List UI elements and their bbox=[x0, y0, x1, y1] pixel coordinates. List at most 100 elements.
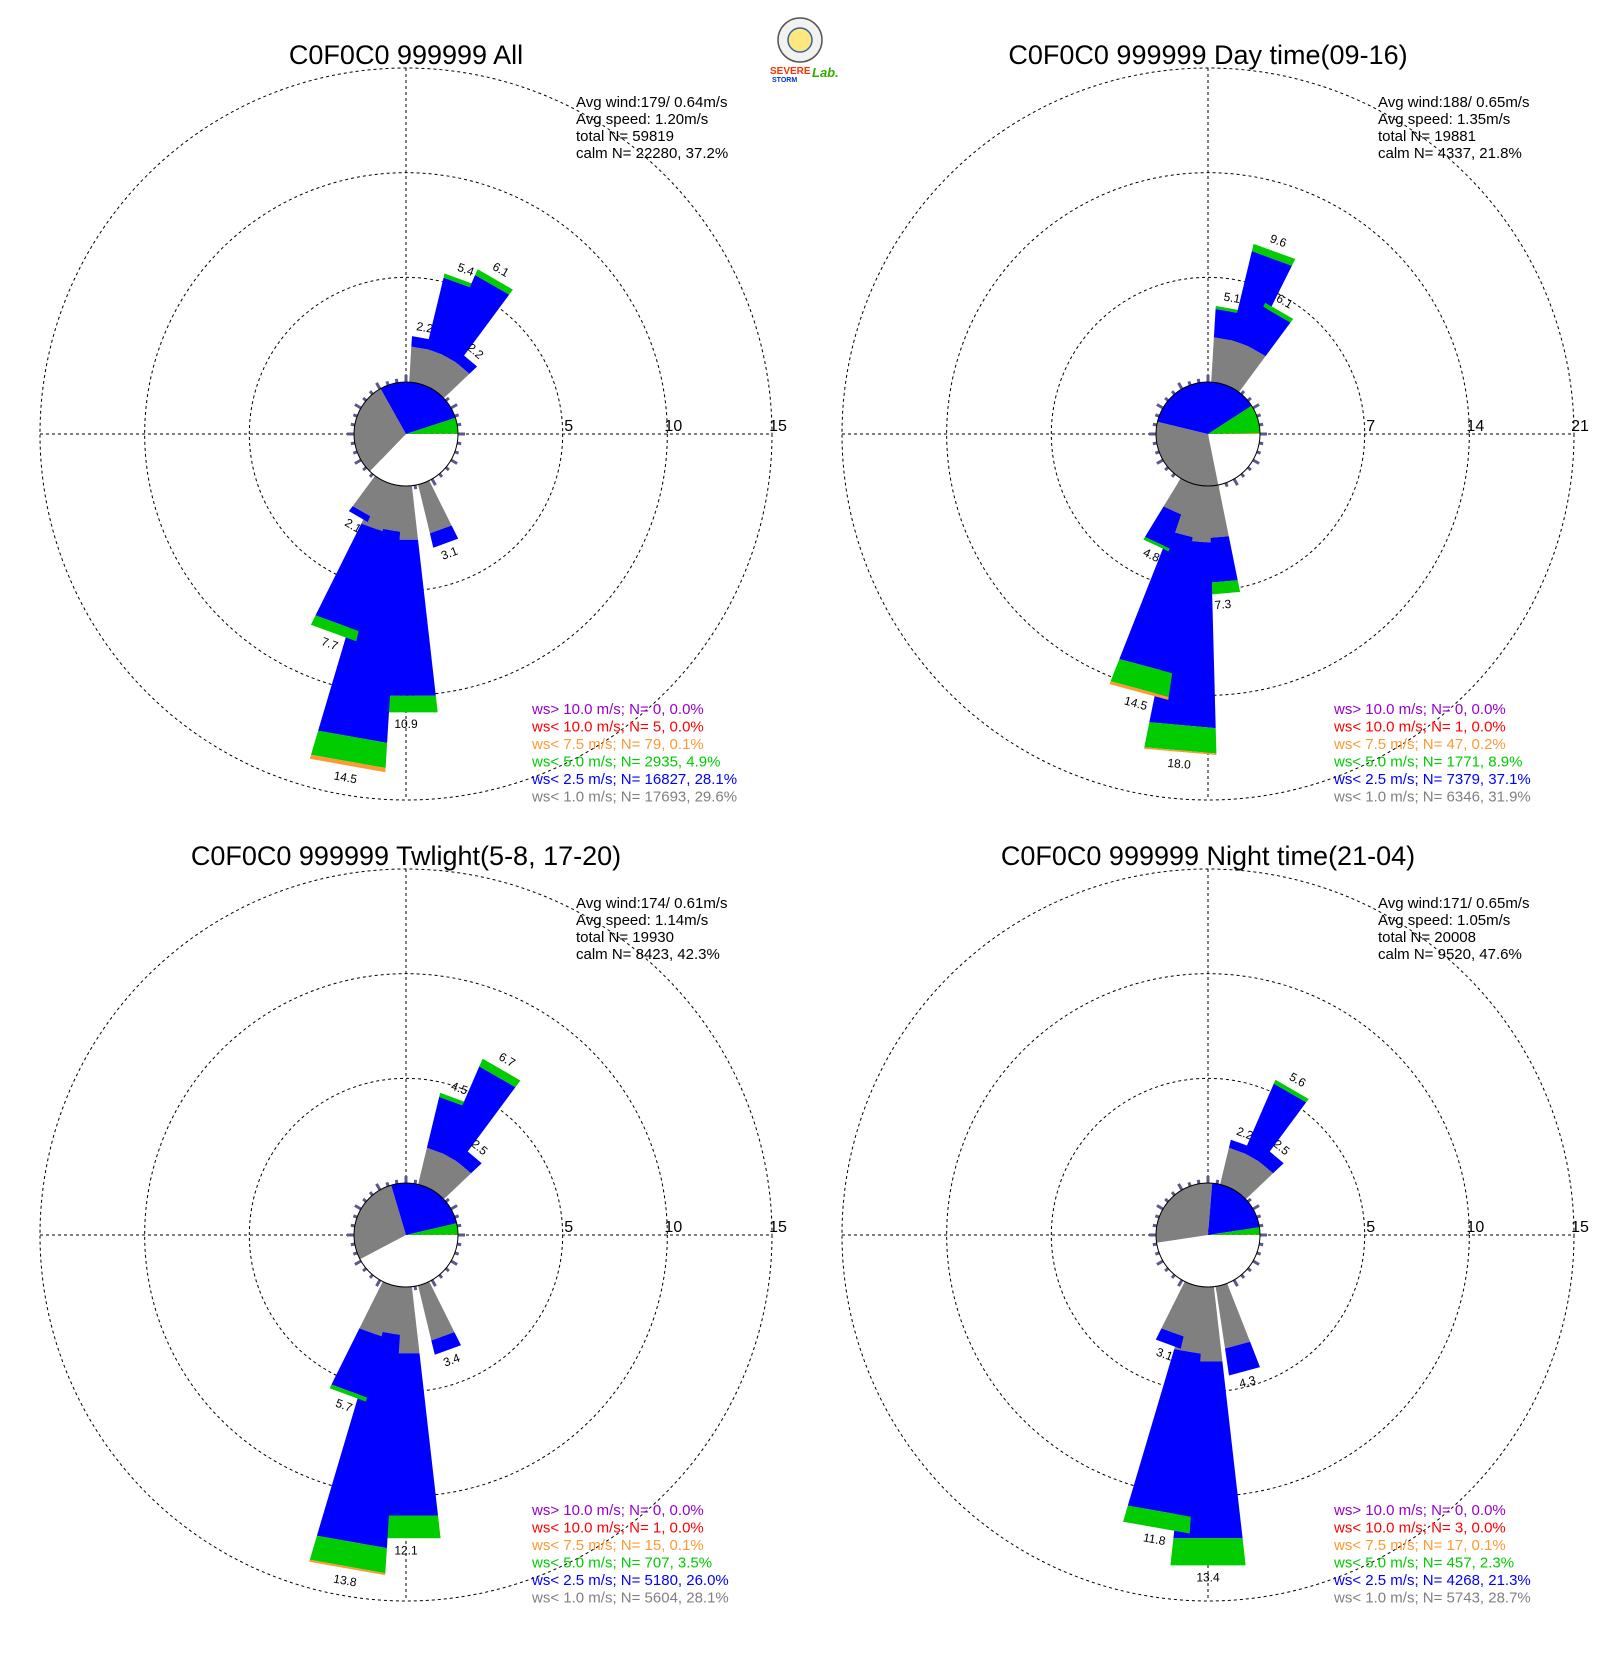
direction-tick bbox=[454, 1251, 460, 1256]
petal-segment bbox=[1220, 339, 1252, 388]
petal-label: 7.3 bbox=[1214, 597, 1232, 612]
stat-line: total N= 20008 bbox=[1378, 929, 1476, 946]
direction-tick bbox=[456, 422, 462, 427]
petal-label: 12.1 bbox=[394, 1543, 418, 1557]
petal-label: 6.7 bbox=[496, 1050, 518, 1071]
legend-entry: ws< 2.5 m/s; N= 7379, 37.1% bbox=[1333, 771, 1531, 788]
petal-segment bbox=[329, 1384, 367, 1402]
direction-tick bbox=[1256, 1214, 1262, 1219]
calm-pie-slice bbox=[369, 434, 459, 487]
direction-tick bbox=[375, 382, 382, 390]
direction-tick bbox=[1246, 1197, 1252, 1203]
calm-pie-slice bbox=[406, 417, 458, 434]
legend-entry: ws> 10.0 m/s; N= 0, 0.0% bbox=[531, 1502, 704, 1519]
direction-tick bbox=[368, 1273, 374, 1279]
calm-pie-slice bbox=[1155, 421, 1219, 487]
wind-rose-panel: C0F0C0 999999 Day time(09-16) 7 14 21 5.1 9.6… bbox=[841, 40, 1589, 806]
direction-tick bbox=[430, 1279, 437, 1287]
direction-tick bbox=[1154, 450, 1160, 455]
direction-tick bbox=[456, 1242, 462, 1247]
direction-tick bbox=[375, 1183, 382, 1191]
petal-label: 6.1 bbox=[490, 260, 512, 281]
direction-tick bbox=[1252, 403, 1260, 410]
calm-pie-slice bbox=[1157, 381, 1252, 434]
wind-rose-panel: C0F0C0 999999 Night time(21-04)5 10 152.25… bbox=[841, 841, 1589, 1607]
direction-tick bbox=[1156, 1259, 1164, 1266]
ring-label: 14 bbox=[1466, 418, 1484, 435]
direction-tick bbox=[362, 466, 368, 472]
petal-label: 10.9 bbox=[394, 717, 418, 731]
direction-tick bbox=[1258, 1223, 1264, 1228]
direction-tick bbox=[1152, 441, 1158, 446]
petal-segment bbox=[434, 361, 470, 399]
petal-segment bbox=[1236, 1160, 1274, 1200]
direction-tick bbox=[1240, 1273, 1246, 1279]
petal-segment bbox=[1161, 1281, 1196, 1337]
direction-tick bbox=[1256, 1251, 1262, 1256]
petal-segment bbox=[418, 1281, 455, 1341]
petal-segment bbox=[1143, 537, 1170, 552]
petal-segment bbox=[440, 275, 510, 364]
petal-segment bbox=[331, 1328, 382, 1398]
petal-label: 14.5 bbox=[1123, 694, 1149, 714]
petal-segment bbox=[1119, 531, 1193, 674]
direction-tick bbox=[1154, 1251, 1160, 1256]
direction-tick bbox=[394, 1179, 399, 1185]
direction-tick bbox=[350, 441, 356, 446]
ring-label: 10 bbox=[664, 1219, 682, 1236]
petal-label: 3.1 bbox=[1154, 1345, 1175, 1364]
direction-tick bbox=[1154, 1214, 1160, 1219]
petal-segment bbox=[371, 1515, 441, 1539]
petal-segment bbox=[361, 480, 394, 532]
petal-segment bbox=[1170, 1538, 1246, 1566]
direction-tick bbox=[368, 1191, 374, 1197]
direction-tick bbox=[1252, 1204, 1260, 1211]
direction-tick bbox=[1187, 380, 1192, 386]
ring-label: 5 bbox=[564, 418, 573, 435]
petal-segment bbox=[315, 523, 383, 632]
hub-outline bbox=[353, 381, 459, 487]
direction-tick bbox=[444, 1197, 450, 1203]
ring-label: 15 bbox=[769, 1219, 787, 1236]
direction-tick bbox=[444, 466, 450, 472]
logo-line1: SEVERE bbox=[770, 66, 811, 77]
petal-segment bbox=[1215, 1283, 1251, 1349]
direction-tick bbox=[438, 1273, 444, 1279]
direction-tick bbox=[1258, 422, 1264, 427]
direction-tick bbox=[375, 1279, 382, 1287]
petal-segment bbox=[309, 1535, 387, 1574]
petal-segment bbox=[426, 1096, 470, 1155]
petal-segment bbox=[1243, 1083, 1307, 1163]
direction-tick bbox=[1154, 413, 1160, 418]
petal-segment bbox=[475, 269, 513, 295]
direction-tick bbox=[413, 484, 418, 490]
petal-segment bbox=[1144, 722, 1217, 754]
direction-tick bbox=[1215, 1179, 1220, 1185]
direction-tick bbox=[352, 1251, 358, 1256]
direction-tick bbox=[1164, 466, 1170, 472]
stat-line: total N= 59819 bbox=[576, 128, 674, 145]
petal-segment bbox=[1109, 681, 1169, 700]
petal-segment bbox=[1155, 1328, 1184, 1349]
direction-tick bbox=[354, 403, 362, 410]
direction-tick bbox=[1170, 472, 1176, 478]
stat-line: Avg speed: 1.05m/s bbox=[1378, 912, 1510, 929]
calm-pie-slice bbox=[380, 381, 456, 434]
direction-tick bbox=[354, 458, 362, 465]
legend-entry: ws< 5.0 m/s; N= 1771, 8.9% bbox=[1333, 754, 1522, 771]
direction-tick bbox=[413, 1179, 418, 1185]
petal-segment bbox=[1163, 478, 1192, 515]
petal-label: 3.4 bbox=[441, 1351, 462, 1370]
direction-tick bbox=[354, 1259, 362, 1266]
panel-title: C0F0C0 999999 Day time(09-16) bbox=[1008, 40, 1407, 70]
ring-label: 21 bbox=[1571, 418, 1589, 435]
direction-tick bbox=[1256, 413, 1262, 418]
direction-tick bbox=[450, 1259, 458, 1266]
direction-tick bbox=[362, 396, 368, 402]
direction-tick bbox=[1164, 1197, 1170, 1203]
legend-entry: ws< 10.0 m/s; N= 5, 0.0% bbox=[531, 719, 704, 736]
petal-segment bbox=[418, 1147, 446, 1189]
direction-tick bbox=[1224, 482, 1229, 488]
